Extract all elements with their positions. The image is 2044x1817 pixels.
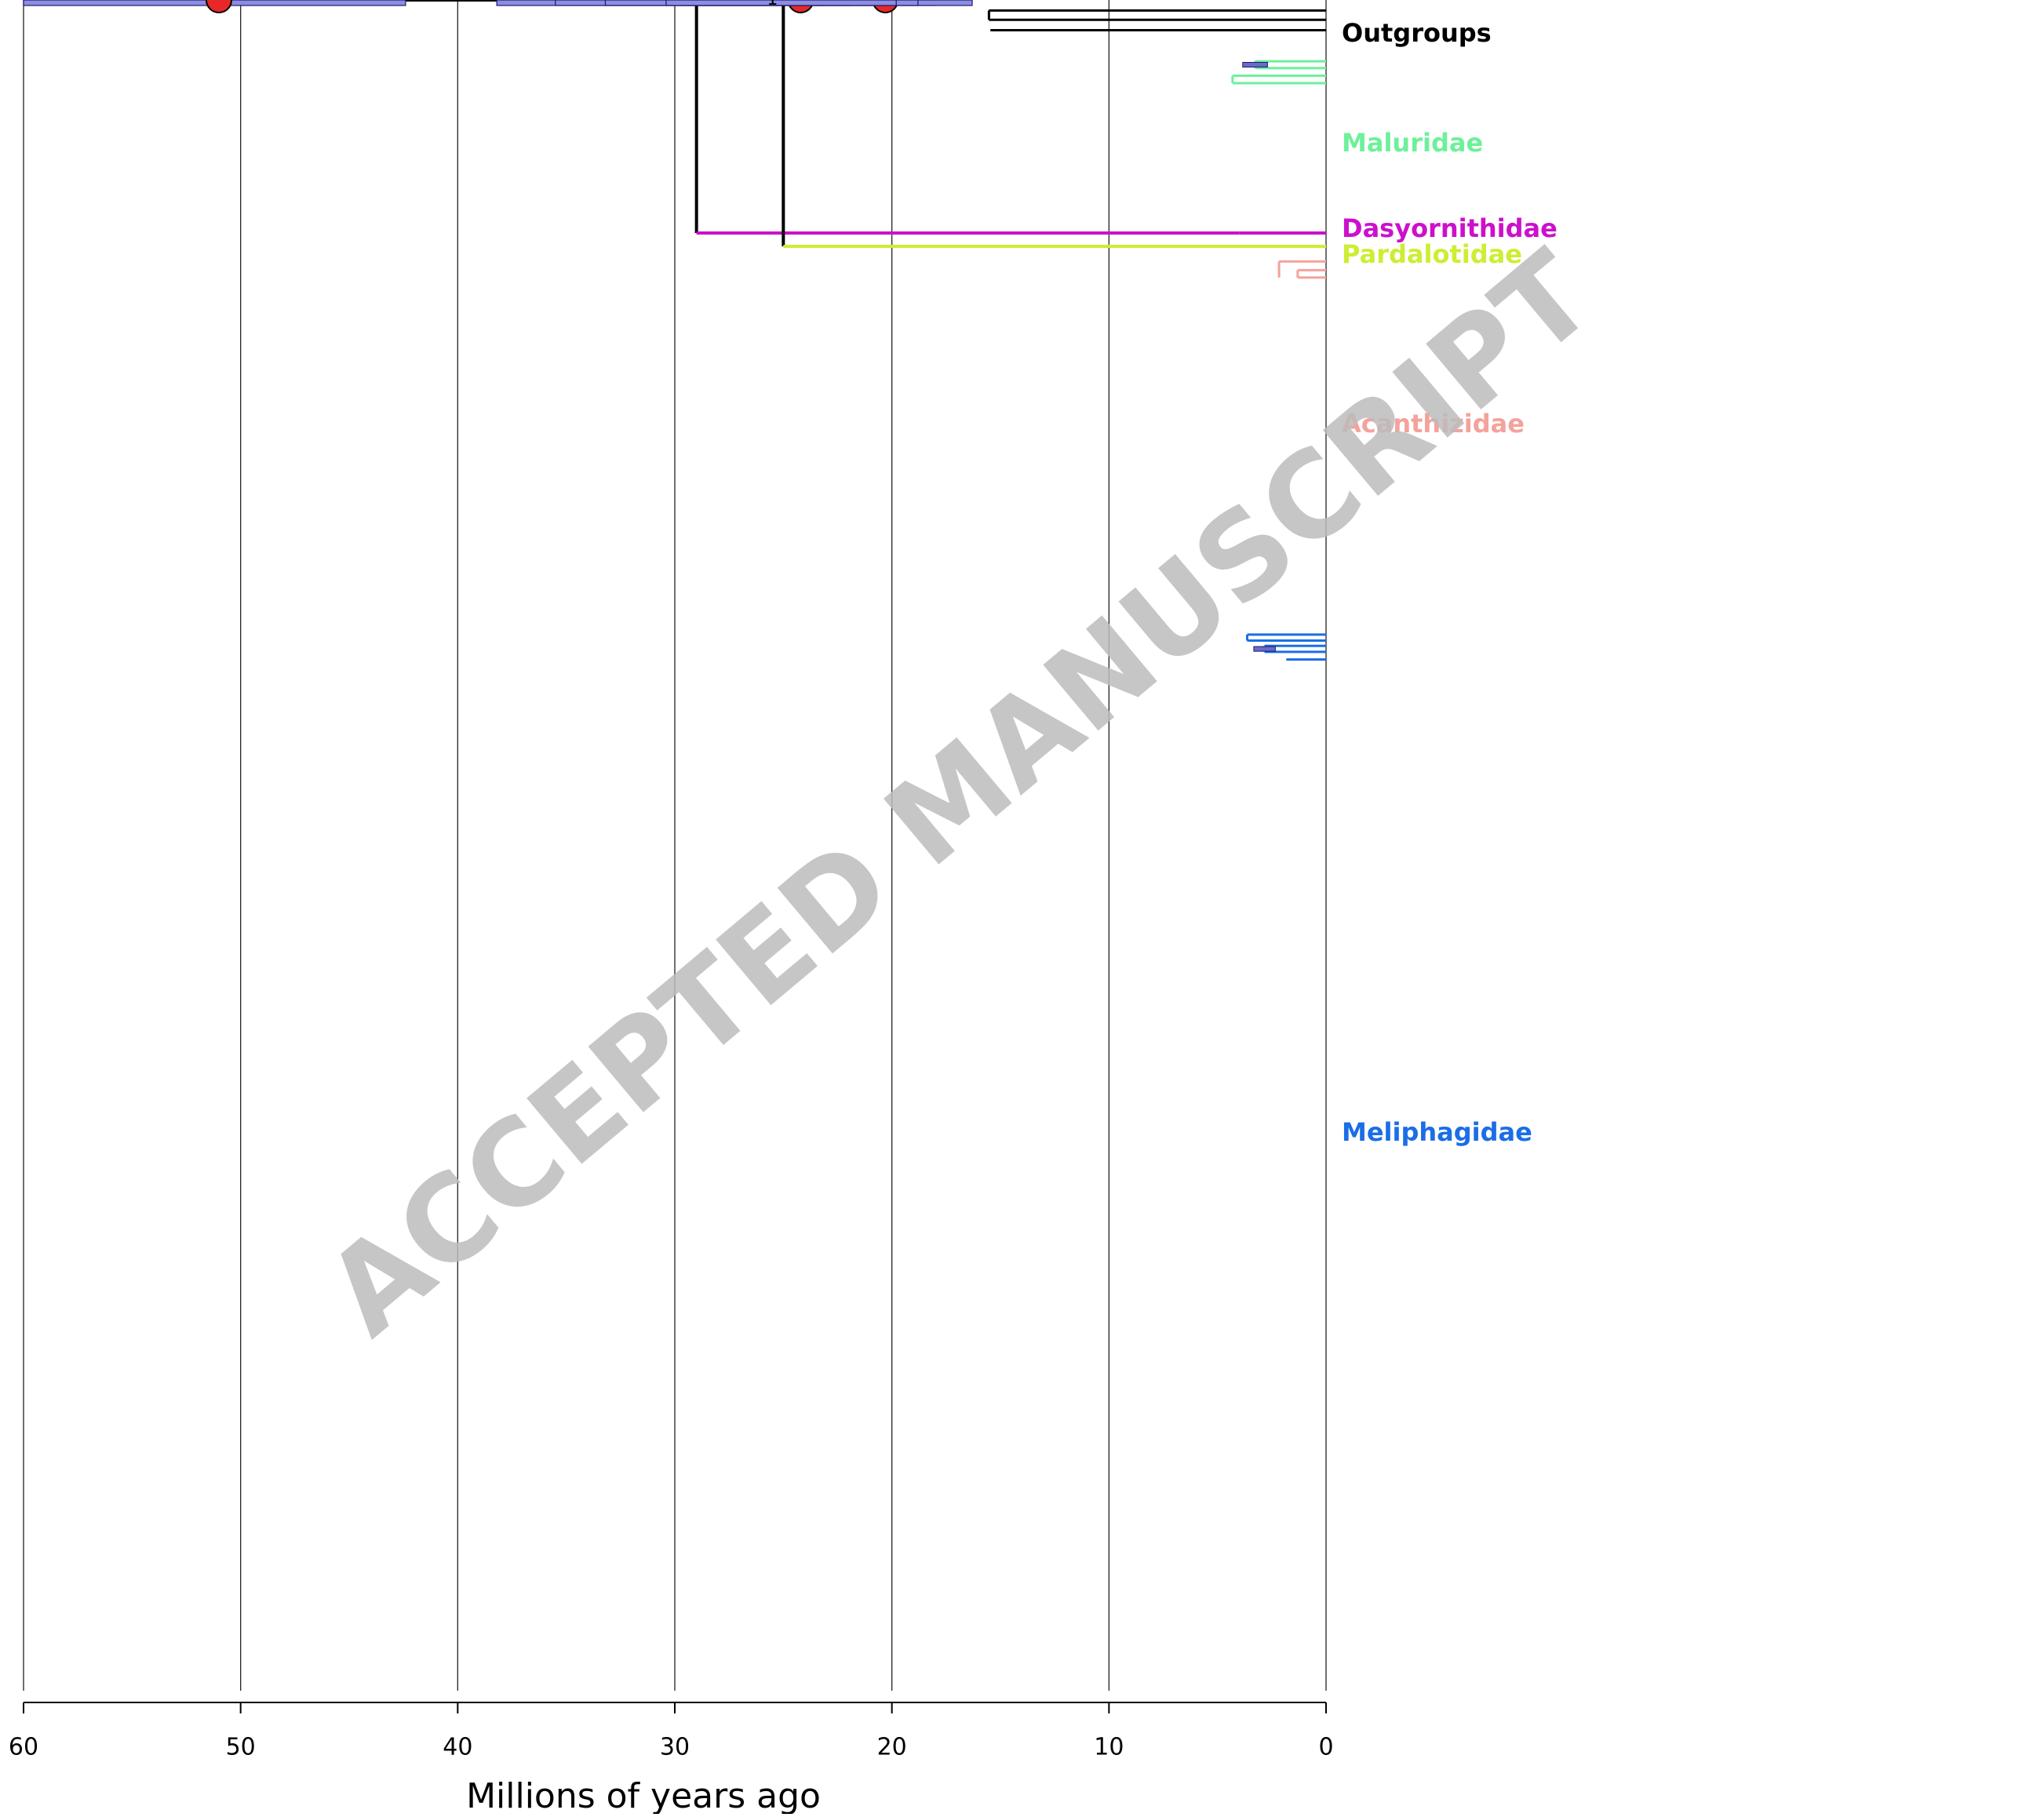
- x-tick-label: 20: [877, 1734, 907, 1761]
- subtree: [870, 10, 1326, 30]
- clade-label: Outgroups: [1342, 18, 1492, 48]
- x-tick-label: 0: [1318, 1734, 1333, 1761]
- x-tick-label: 40: [443, 1734, 472, 1761]
- clade-label: Maluridae: [1342, 128, 1483, 158]
- subtree-hpd: [1243, 62, 1268, 67]
- clade-label: Meliphagidae: [1342, 1117, 1532, 1147]
- x-tick-label: 60: [9, 1734, 38, 1761]
- x-tick-label: 50: [226, 1734, 256, 1761]
- support-label: 1: [767, 0, 778, 9]
- x-tick-label: 30: [660, 1734, 690, 1761]
- x-axis-label: Millions of years ago: [466, 1776, 821, 1814]
- subtree-hpd: [1254, 646, 1275, 651]
- watermark: ACCEPTED MANUSCRIPT: [302, 227, 1619, 1363]
- phylogeny-chart: Outgroups1MaluridaeDasyornithidaePardalo…: [0, 0, 2044, 1814]
- calibration-point: [206, 0, 231, 13]
- hpd-bar: [666, 0, 896, 5]
- x-axis: 60 50 40 30 20 10 0: [9, 1702, 1334, 1761]
- subtree: [1279, 261, 1326, 278]
- grid: [24, 0, 1326, 1691]
- subtree: [1211, 61, 1326, 83]
- x-tick-label: 10: [1094, 1734, 1124, 1761]
